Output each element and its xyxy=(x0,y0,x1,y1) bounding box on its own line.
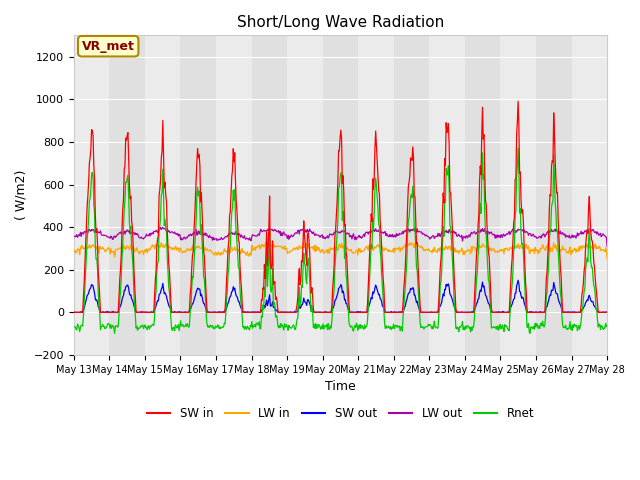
Bar xyxy=(180,36,216,355)
Bar xyxy=(536,36,572,355)
Bar xyxy=(109,36,145,355)
Bar xyxy=(145,36,180,355)
Bar xyxy=(358,36,394,355)
Bar xyxy=(429,36,465,355)
Bar xyxy=(323,36,358,355)
Bar xyxy=(394,36,429,355)
Bar xyxy=(287,36,323,355)
X-axis label: Time: Time xyxy=(325,380,356,393)
Bar xyxy=(216,36,252,355)
Bar xyxy=(500,36,536,355)
Bar xyxy=(74,36,109,355)
Title: Short/Long Wave Radiation: Short/Long Wave Radiation xyxy=(237,15,444,30)
Y-axis label: ( W/m2): ( W/m2) xyxy=(15,170,28,220)
Bar xyxy=(572,36,607,355)
Bar xyxy=(465,36,500,355)
Text: VR_met: VR_met xyxy=(82,40,134,53)
Legend: SW in, LW in, SW out, LW out, Rnet: SW in, LW in, SW out, LW out, Rnet xyxy=(142,402,539,425)
Bar xyxy=(252,36,287,355)
